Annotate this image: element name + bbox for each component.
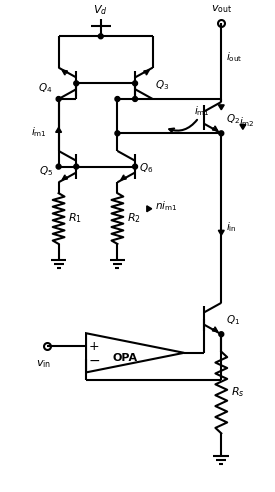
Text: $i_{\rm m1}$: $i_{\rm m1}$	[31, 125, 47, 139]
Circle shape	[133, 96, 138, 101]
Circle shape	[74, 81, 79, 86]
Text: $Q_5$: $Q_5$	[39, 165, 53, 179]
Text: $R_s$: $R_s$	[231, 385, 245, 399]
Circle shape	[219, 332, 224, 337]
Text: $Q_1$: $Q_1$	[226, 313, 240, 327]
Text: $ni_{\rm m1}$: $ni_{\rm m1}$	[155, 199, 177, 213]
Circle shape	[98, 34, 103, 39]
Text: $Q_3$: $Q_3$	[155, 78, 169, 92]
Text: +: +	[89, 339, 99, 353]
Circle shape	[56, 96, 61, 101]
Polygon shape	[56, 127, 62, 132]
Text: $R_1$: $R_1$	[68, 212, 82, 225]
Text: $-$: $-$	[88, 352, 100, 367]
Text: $v_{\rm in}$: $v_{\rm in}$	[36, 358, 51, 369]
Polygon shape	[218, 105, 224, 110]
Text: $Q_4$: $Q_4$	[39, 81, 53, 95]
Polygon shape	[218, 230, 224, 235]
Polygon shape	[240, 124, 246, 129]
Text: $Q_6$: $Q_6$	[139, 162, 153, 176]
Circle shape	[133, 81, 138, 86]
Circle shape	[74, 164, 79, 169]
Circle shape	[133, 164, 138, 169]
Circle shape	[115, 96, 120, 101]
Text: $i_{\rm m2}$: $i_{\rm m2}$	[239, 116, 255, 129]
Text: $R_2$: $R_2$	[127, 212, 141, 225]
Text: OPA: OPA	[112, 353, 137, 363]
Circle shape	[56, 164, 61, 169]
Polygon shape	[147, 206, 152, 212]
Text: $i_{\rm m1}$: $i_{\rm m1}$	[194, 104, 210, 118]
Circle shape	[219, 131, 224, 136]
Text: $i_{\rm out}$: $i_{\rm out}$	[226, 50, 243, 64]
Text: $i_{\rm in}$: $i_{\rm in}$	[226, 220, 237, 234]
Text: $V_d$: $V_d$	[94, 3, 108, 17]
Text: $Q_2$: $Q_2$	[226, 113, 240, 126]
Text: $v_{\rm out}$: $v_{\rm out}$	[211, 3, 232, 15]
Circle shape	[115, 131, 120, 136]
